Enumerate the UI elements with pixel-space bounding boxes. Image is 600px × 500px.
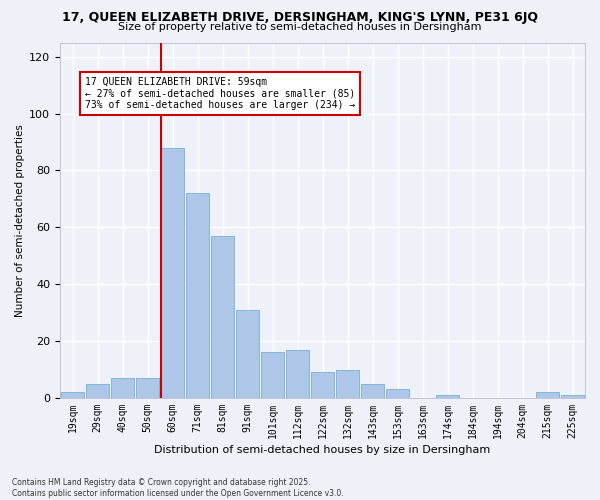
Text: 17, QUEEN ELIZABETH DRIVE, DERSINGHAM, KING'S LYNN, PE31 6JQ: 17, QUEEN ELIZABETH DRIVE, DERSINGHAM, K… <box>62 11 538 24</box>
Bar <box>236 310 259 398</box>
Bar <box>161 148 184 398</box>
Bar <box>336 370 359 398</box>
Text: Contains HM Land Registry data © Crown copyright and database right 2025.
Contai: Contains HM Land Registry data © Crown c… <box>12 478 344 498</box>
Bar <box>61 392 84 398</box>
Bar <box>111 378 134 398</box>
Bar <box>311 372 334 398</box>
Bar <box>536 392 559 398</box>
Bar <box>561 395 584 398</box>
Bar <box>361 384 384 398</box>
Bar <box>286 350 309 398</box>
Text: Size of property relative to semi-detached houses in Dersingham: Size of property relative to semi-detach… <box>118 22 482 32</box>
X-axis label: Distribution of semi-detached houses by size in Dersingham: Distribution of semi-detached houses by … <box>154 445 491 455</box>
Bar <box>386 390 409 398</box>
Y-axis label: Number of semi-detached properties: Number of semi-detached properties <box>15 124 25 316</box>
Bar <box>86 384 109 398</box>
Bar <box>186 193 209 398</box>
Bar <box>136 378 159 398</box>
Bar <box>211 236 234 398</box>
Bar <box>261 352 284 398</box>
Text: 17 QUEEN ELIZABETH DRIVE: 59sqm
← 27% of semi-detached houses are smaller (85)
7: 17 QUEEN ELIZABETH DRIVE: 59sqm ← 27% of… <box>85 76 355 110</box>
Bar <box>436 395 459 398</box>
